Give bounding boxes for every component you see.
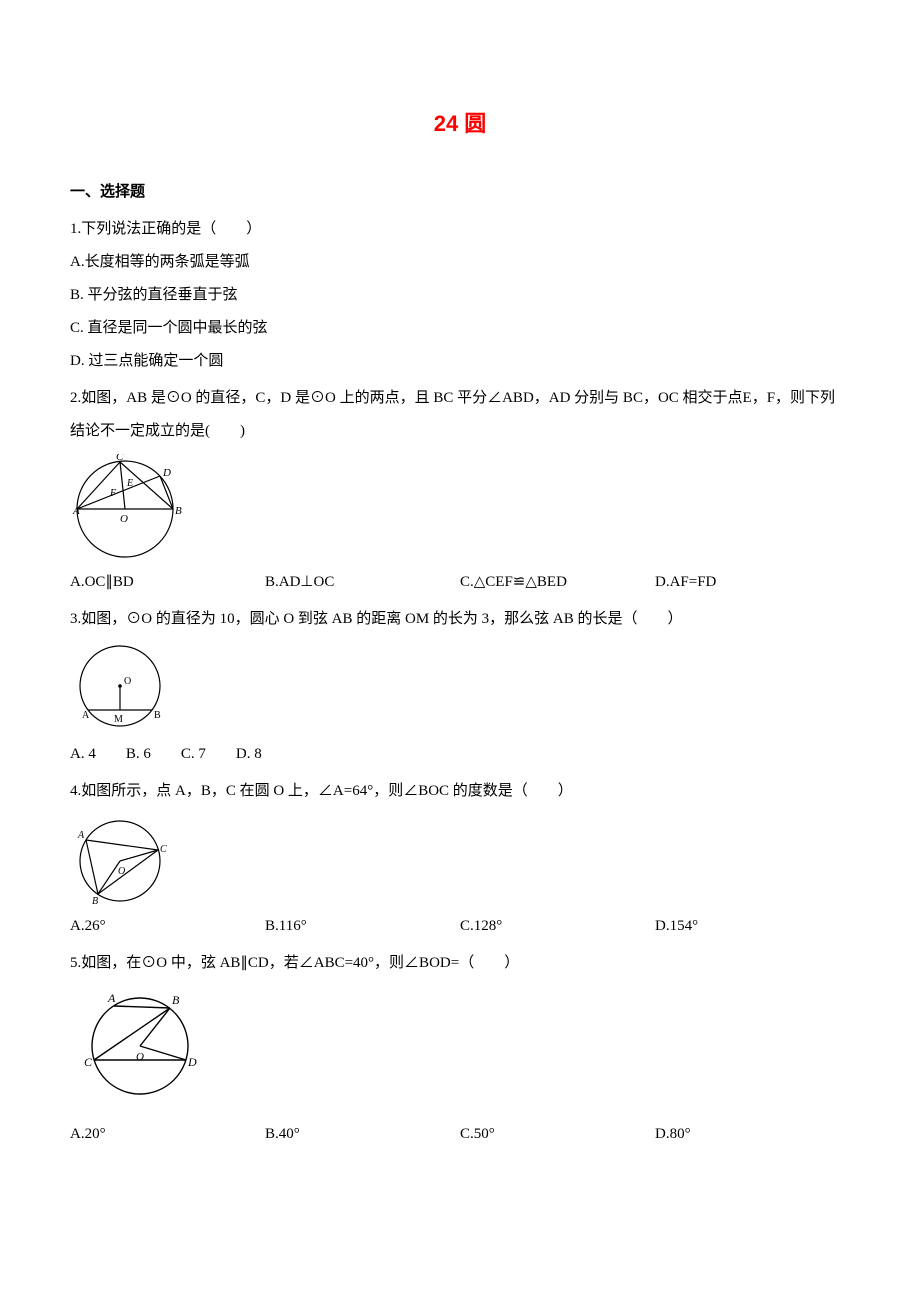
q1-choice-b: B. 平分弦的直径垂直于弦: [70, 279, 850, 312]
q1-choice-d: D. 过三点能确定一个圆: [70, 345, 850, 378]
page: 24 圆 一、选择题 1.下列说法正确的是（ ） A.长度相等的两条弧是等弧 B…: [0, 0, 920, 1191]
q5-choice-c: C.50°: [460, 1118, 655, 1151]
q3-choice-a: A. 4: [70, 746, 96, 762]
q2-choice-b: B.AD⊥OC: [265, 566, 460, 599]
q2-choices: A.OC∥BD B.AD⊥OC C.△CEF≌△BED D.AF=FD: [70, 566, 850, 599]
svg-text:A: A: [72, 505, 80, 517]
question-3: 3.如图，⊙O 的直径为 10，圆心 O 到弦 AB 的距离 OM 的长为 3，…: [70, 603, 850, 771]
q3-choice-b: B. 6: [126, 746, 151, 762]
q2-choice-c: C.△CEF≌△BED: [460, 566, 655, 599]
question-2: 2.如图，AB 是⊙O 的直径，C，D 是⊙O 上的两点，且 BC 平分∠ABD…: [70, 382, 850, 599]
q3-choices: A. 4 B. 6 C. 7 D. 8: [70, 738, 850, 771]
svg-text:C: C: [84, 1055, 93, 1069]
q3-choice-d: D. 8: [236, 746, 262, 762]
question-4: 4.如图所示，点 A，B，C 在圆 O 上，∠A=64°，则∠BOC 的度数是（…: [70, 775, 850, 943]
q4-stem: 4.如图所示，点 A，B，C 在圆 O 上，∠A=64°，则∠BOC 的度数是（…: [70, 775, 850, 808]
svg-text:D: D: [187, 1055, 197, 1069]
svg-text:C: C: [116, 454, 124, 463]
doc-title: 24 圆: [70, 100, 850, 148]
q1-choice-c: C. 直径是同一个圆中最长的弦: [70, 312, 850, 345]
q1-stem: 1.下列说法正确的是（ ）: [70, 213, 850, 246]
q4-figure: A C B O: [70, 814, 170, 908]
q4-choice-c: C.128°: [460, 910, 655, 943]
q4-choice-b: B.116°: [265, 910, 460, 943]
svg-text:M: M: [114, 714, 123, 725]
svg-text:O: O: [118, 866, 125, 877]
svg-text:O: O: [136, 1051, 144, 1063]
svg-text:A: A: [77, 830, 85, 841]
q5-choices: A.20° B.40° C.50° D.80°: [70, 1118, 850, 1151]
q5-stem: 5.如图，在⊙O 中，弦 AB∥CD，若∠ABC=40°，则∠BOD=（ ）: [70, 947, 850, 980]
question-1: 1.下列说法正确的是（ ） A.长度相等的两条弧是等弧 B. 平分弦的直径垂直于…: [70, 213, 850, 378]
q1-choice-a: A.长度相等的两条弧是等弧: [70, 246, 850, 279]
q5-choice-b: B.40°: [265, 1118, 460, 1151]
q3-stem: 3.如图，⊙O 的直径为 10，圆心 O 到弦 AB 的距离 OM 的长为 3，…: [70, 603, 850, 636]
svg-text:O: O: [124, 676, 131, 687]
q2-choice-d: D.AF=FD: [655, 566, 850, 599]
svg-text:E: E: [126, 478, 133, 489]
svg-text:A: A: [82, 710, 90, 721]
question-5: 5.如图，在⊙O 中，弦 AB∥CD，若∠ABC=40°，则∠BOD=（ ） A…: [70, 947, 850, 1151]
q4-choices: A.26° B.116° C.128° D.154°: [70, 910, 850, 943]
svg-text:F: F: [109, 488, 117, 499]
q4-choice-a: A.26°: [70, 910, 265, 943]
svg-text:B: B: [172, 993, 180, 1007]
svg-text:C: C: [160, 844, 167, 855]
q3-choice-c: C. 7: [181, 746, 206, 762]
q5-choice-a: A.20°: [70, 1118, 265, 1151]
q4-choice-d: D.154°: [655, 910, 850, 943]
svg-text:D: D: [162, 467, 171, 479]
svg-text:B: B: [92, 896, 98, 907]
q5-figure: A B C D O: [70, 986, 210, 1106]
q2-choice-a: A.OC∥BD: [70, 566, 265, 599]
svg-text:A: A: [107, 991, 116, 1005]
q3-figure: O A B M: [70, 642, 170, 736]
svg-text:B: B: [175, 505, 182, 517]
svg-text:B: B: [154, 710, 161, 721]
q5-choice-d: D.80°: [655, 1118, 850, 1151]
q2-stem: 2.如图，AB 是⊙O 的直径，C，D 是⊙O 上的两点，且 BC 平分∠ABD…: [70, 382, 850, 448]
svg-text:O: O: [120, 513, 128, 525]
q2-figure: A B C D E F O: [70, 454, 190, 564]
section-heading: 一、选择题: [70, 176, 850, 209]
